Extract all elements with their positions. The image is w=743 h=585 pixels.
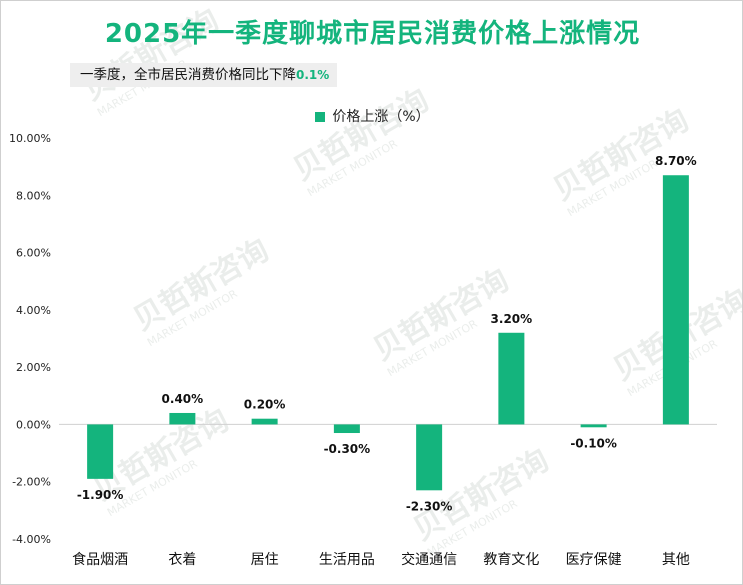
bar	[251, 418, 278, 425]
bar	[498, 332, 525, 425]
legend: 价格上涨（%）	[1, 106, 742, 126]
y-tick-label: 2.00%	[16, 361, 51, 374]
x-category-label: 教育文化	[483, 552, 539, 568]
y-tick-label: 4.00%	[16, 304, 51, 317]
bar-data-label: -1.90%	[77, 488, 124, 502]
bar-data-label: -0.10%	[570, 436, 617, 450]
y-tick-label: -2.00%	[12, 476, 51, 489]
y-tick-label: 8.00%	[16, 189, 51, 202]
y-tick-label: 0.00%	[16, 418, 51, 431]
bar	[169, 412, 196, 425]
bar-data-label: 0.40%	[162, 392, 204, 406]
x-category-label: 居住	[251, 552, 279, 568]
bar-data-label: 0.20%	[244, 398, 286, 412]
bar-data-label: -2.30%	[406, 499, 453, 513]
bar	[333, 424, 360, 434]
subtitle-text: 一季度，全市居民消费价格同比下降	[80, 67, 296, 83]
chart-title: 2025年一季度聊城市居民消费价格上涨情况	[104, 19, 641, 49]
bar-data-label: -0.30%	[324, 442, 371, 456]
watermark-cn: 贝哲斯咨询	[288, 83, 435, 188]
y-tick-label: -4.00%	[12, 533, 51, 546]
x-category-label: 其他	[662, 552, 690, 568]
y-tick-label: 10.00%	[9, 132, 51, 145]
x-category-label: 衣着	[168, 552, 196, 568]
x-category-label: 交通通信	[401, 551, 457, 568]
bar	[580, 424, 607, 428]
legend-swatch	[315, 112, 326, 122]
bar	[662, 175, 689, 425]
x-category-label: 生活用品	[319, 552, 375, 568]
y-tick-label: 6.00%	[16, 247, 51, 260]
bar	[87, 424, 114, 479]
watermark-cn: 贝哲斯咨询	[128, 233, 275, 338]
subtitle-box: 一季度，全市居民消费价格同比下降0.1%	[70, 63, 338, 87]
bar-data-label: 3.20%	[491, 312, 533, 326]
subtitle-value: 0.1%	[296, 68, 330, 82]
x-category-label: 医疗保健	[566, 552, 622, 568]
x-category-label: 食品烟酒	[72, 551, 128, 568]
legend-label: 价格上涨（%）	[332, 109, 430, 125]
bar	[416, 424, 443, 491]
bar-data-label: 8.70%	[655, 154, 697, 168]
